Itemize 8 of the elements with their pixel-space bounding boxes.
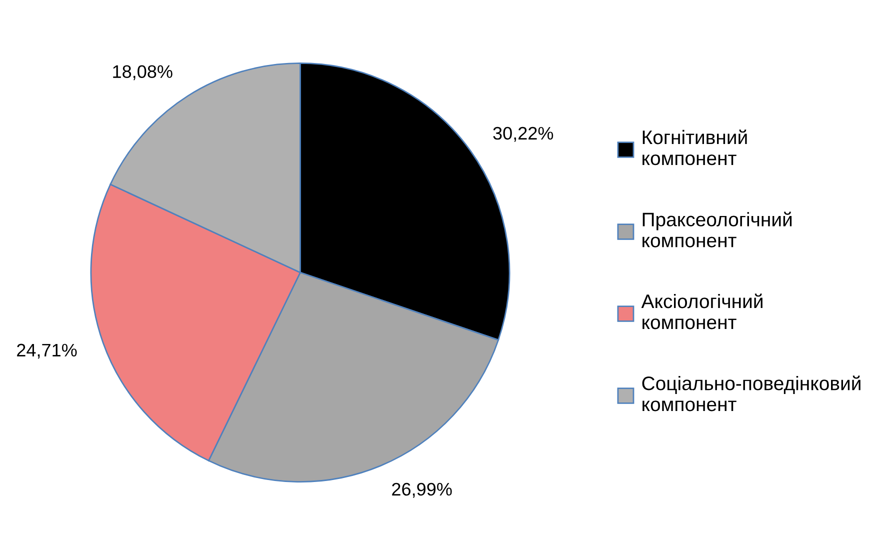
data-label: 30,22% xyxy=(493,126,554,142)
legend-label: Аксіологічний компонент xyxy=(641,294,762,330)
legend-label: Соціально-поведінковий компонент xyxy=(642,376,860,412)
data-label: 24,71% xyxy=(17,344,77,359)
legend-label: Когнітивний компонент xyxy=(642,130,747,166)
data-label: 26,99% xyxy=(392,482,452,498)
legend-label: Праксеологічний компонент xyxy=(642,212,792,248)
data-label: 18,08% xyxy=(113,65,172,80)
